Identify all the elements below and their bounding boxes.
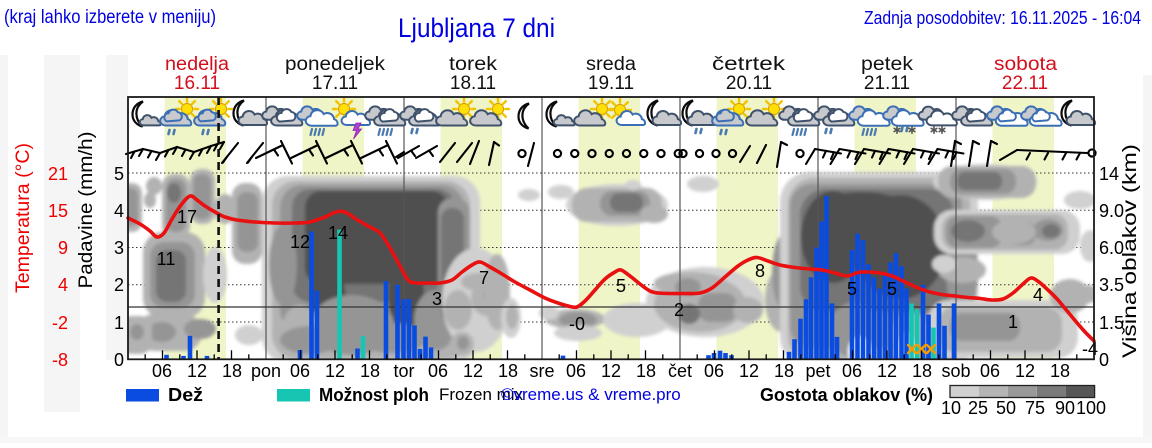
svg-text:75: 75: [1025, 398, 1045, 418]
svg-text:ponedeljek: ponedeljek: [285, 54, 386, 75]
svg-text:12: 12: [290, 232, 310, 252]
svg-text:1: 1: [114, 313, 124, 333]
svg-text:15: 15: [48, 201, 68, 221]
svg-text:5: 5: [616, 276, 626, 296]
svg-text:06: 06: [428, 361, 448, 381]
svg-text:17: 17: [177, 207, 197, 227]
svg-text:11: 11: [157, 249, 176, 269]
svg-text:18: 18: [774, 361, 794, 381]
svg-text:5: 5: [887, 279, 897, 299]
svg-text:12: 12: [877, 361, 897, 381]
svg-text:16.11: 16.11: [174, 73, 220, 94]
svg-text:Dež: Dež: [168, 385, 203, 405]
svg-text:(kraj lahko izberete v meniju): (kraj lahko izberete v meniju): [4, 7, 216, 28]
svg-text:06: 06: [980, 361, 1000, 381]
svg-text:50: 50: [996, 398, 1016, 418]
svg-text:sobota: sobota: [994, 54, 1057, 75]
svg-text:19.11: 19.11: [588, 73, 634, 94]
svg-text:©vreme.us & vreme.pro: ©vreme.us & vreme.pro: [501, 385, 681, 404]
svg-text:12: 12: [463, 361, 483, 381]
svg-text:18: 18: [360, 361, 380, 381]
svg-text:5: 5: [847, 279, 857, 299]
svg-text:18: 18: [498, 361, 518, 381]
svg-text:9.0: 9.0: [1099, 201, 1124, 221]
svg-text:18: 18: [912, 361, 932, 381]
svg-text:3.5: 3.5: [1099, 275, 1124, 295]
svg-text:18: 18: [636, 361, 656, 381]
svg-text:06: 06: [290, 361, 310, 381]
svg-text:petek: petek: [861, 54, 914, 75]
svg-text:8: 8: [755, 261, 765, 281]
svg-text:1.5: 1.5: [1099, 313, 1124, 333]
svg-text:4: 4: [1033, 285, 1043, 305]
svg-text:22.11: 22.11: [1002, 73, 1048, 94]
svg-text:18: 18: [222, 361, 242, 381]
svg-text:-2: -2: [52, 313, 68, 333]
svg-text:06: 06: [842, 361, 862, 381]
svg-text:Frozen mix: Frozen mix: [439, 385, 524, 404]
svg-text:0: 0: [1099, 350, 1109, 370]
svg-text:20.11: 20.11: [726, 73, 772, 94]
svg-text:3: 3: [432, 289, 442, 309]
svg-text:9: 9: [58, 238, 68, 258]
svg-text:sreda: sreda: [586, 54, 636, 75]
svg-text:-0: -0: [569, 314, 585, 334]
svg-text:06: 06: [566, 361, 586, 381]
svg-text:7: 7: [479, 268, 489, 288]
svg-text:14: 14: [1099, 164, 1119, 184]
svg-text:-8: -8: [52, 350, 68, 370]
svg-text:4: 4: [114, 201, 124, 221]
svg-text:21: 21: [48, 164, 68, 184]
svg-text:17.11: 17.11: [312, 73, 358, 94]
svg-text:čet: čet: [668, 361, 692, 381]
svg-text:sob: sob: [941, 361, 970, 381]
svg-text:-4: -4: [1082, 339, 1098, 359]
svg-text:12: 12: [187, 361, 207, 381]
svg-text:Ljubljana 7 dni: Ljubljana 7 dni: [398, 13, 555, 43]
svg-text:torek: torek: [449, 54, 498, 75]
svg-text:pet: pet: [805, 361, 830, 381]
svg-text:2: 2: [674, 300, 684, 320]
svg-text:četrtek: četrtek: [712, 54, 786, 75]
svg-text:6.0: 6.0: [1099, 238, 1124, 258]
svg-text:Padavine (mm/h): Padavine (mm/h): [76, 132, 97, 289]
svg-text:14: 14: [328, 223, 348, 243]
svg-text:100: 100: [1076, 398, 1106, 418]
svg-text:12: 12: [601, 361, 621, 381]
svg-text:1: 1: [1008, 312, 1018, 332]
svg-text:12: 12: [739, 361, 759, 381]
svg-text:Temperatura (°C): Temperatura (°C): [13, 143, 34, 293]
svg-text:4: 4: [58, 275, 68, 295]
svg-text:12: 12: [1015, 361, 1035, 381]
svg-text:90: 90: [1055, 398, 1075, 418]
svg-text:5: 5: [114, 164, 124, 184]
svg-text:25: 25: [968, 398, 988, 418]
svg-text:tor: tor: [393, 361, 414, 381]
svg-text:3: 3: [114, 238, 124, 258]
svg-text:Gostota oblakov (%): Gostota oblakov (%): [760, 385, 933, 405]
svg-text:Višina oblakov (km): Višina oblakov (km): [1120, 144, 1141, 358]
svg-text:06: 06: [704, 361, 724, 381]
svg-text:nedelja: nedelja: [165, 54, 229, 75]
svg-text:18: 18: [1050, 361, 1070, 381]
svg-text:2: 2: [114, 275, 124, 295]
svg-text:18.11: 18.11: [450, 73, 496, 94]
svg-text:0: 0: [114, 350, 124, 370]
svg-text:Zadnja posodobitev: 16.11.2025: Zadnja posodobitev: 16.11.2025 - 16:04: [864, 8, 1141, 28]
svg-text:pon: pon: [251, 361, 281, 381]
svg-text:12: 12: [325, 361, 345, 381]
svg-text:sre: sre: [529, 361, 554, 381]
svg-text:06: 06: [152, 361, 172, 381]
svg-text:10: 10: [941, 398, 961, 418]
svg-text:Možnost ploh: Možnost ploh: [319, 385, 429, 405]
svg-text:21.11: 21.11: [864, 73, 910, 94]
